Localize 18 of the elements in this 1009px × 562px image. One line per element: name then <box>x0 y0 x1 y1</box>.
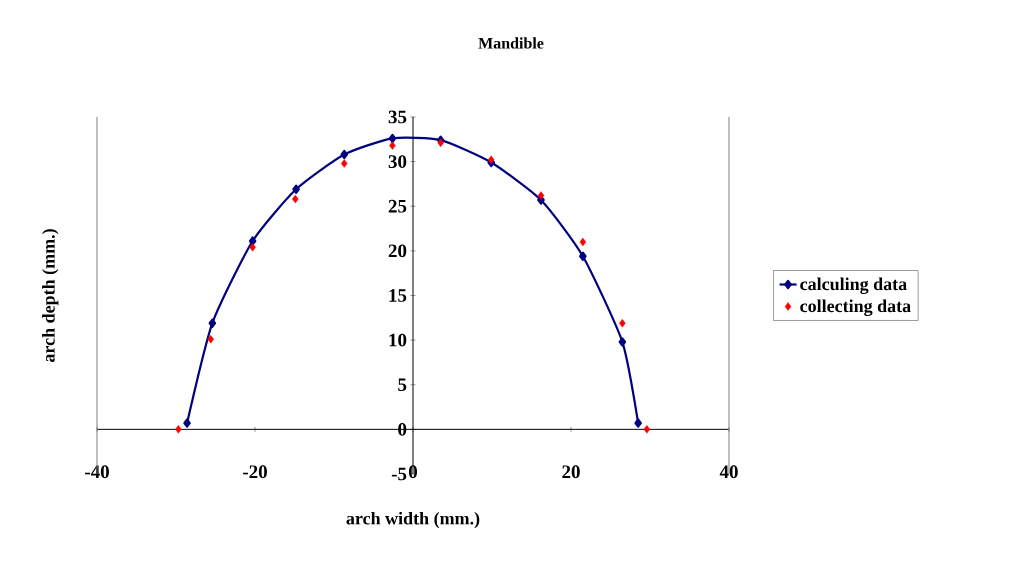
x-tick-label: 20 <box>562 465 580 479</box>
x-tick-label: 40 <box>719 465 738 479</box>
y-tick-label: 25 <box>388 199 407 213</box>
x-axis-title: arch width (mm.) <box>346 511 480 529</box>
legend-label: collecting data <box>800 299 911 316</box>
y-tick-label: 15 <box>389 289 407 302</box>
y-tick-label: 30 <box>388 155 407 169</box>
y-axis-title: arch depth (mm.) <box>42 229 59 362</box>
y-tick-label: 35 <box>388 110 407 124</box>
y-tick-label: 20 <box>388 244 407 258</box>
legend-label: calculing data <box>800 277 907 294</box>
x-tick-label: 0 <box>408 465 418 479</box>
x-tick-label: -40 <box>85 465 109 479</box>
x-tick-label: -20 <box>243 465 267 479</box>
y-tick-label: 5 <box>398 378 407 392</box>
y-tick-label: 10 <box>389 333 407 347</box>
y-tick-label: -5 <box>391 467 407 481</box>
chart-title: Mandible <box>478 37 544 49</box>
